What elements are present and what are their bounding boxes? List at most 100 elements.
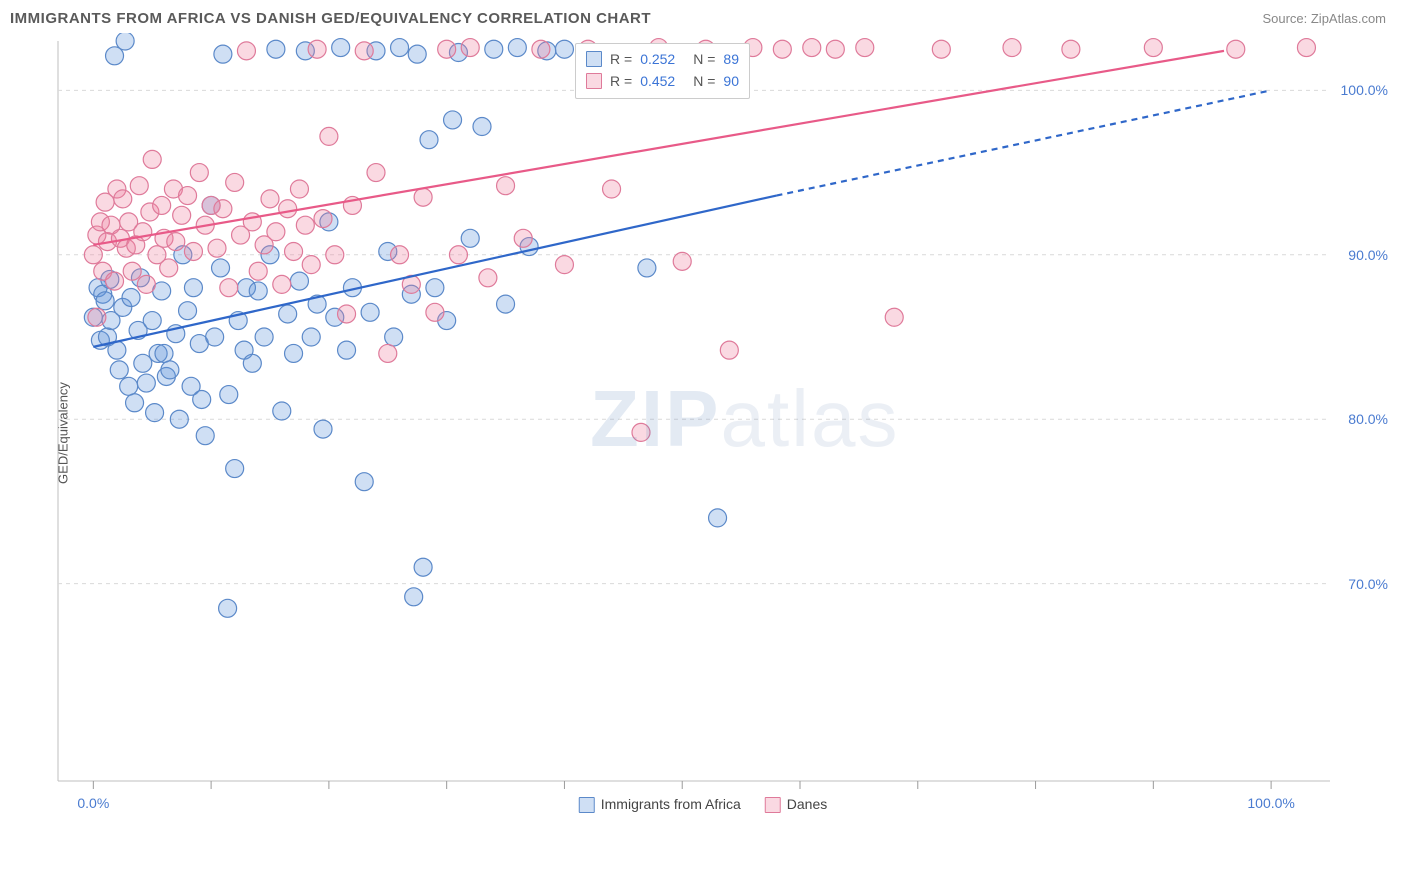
scatter-point [130,177,148,195]
scatter-point [243,354,261,372]
trend-line-dashed [776,90,1271,195]
scatter-point [126,394,144,412]
scatter-point [170,410,188,428]
scatter-point [355,42,373,60]
scatter-point [426,303,444,321]
scatter-point [497,177,515,195]
scatter-point [122,289,140,307]
scatter-point [426,279,444,297]
bottom-legend: Immigrants from Africa Danes [579,796,828,813]
scatter-point [479,269,497,287]
legend-r-value: 0.252 [640,48,675,70]
scatter-point [160,259,178,277]
scatter-point [414,558,432,576]
y-tick-label: 70.0% [1348,576,1388,592]
scatter-point [114,190,132,208]
scatter-point [420,131,438,149]
legend-swatch [586,73,602,89]
scatter-point [361,303,379,321]
scatter-point [273,402,291,420]
scatter-point [603,180,621,198]
bottom-legend-item: Immigrants from Africa [579,796,741,813]
scatter-point [391,246,409,264]
scatter-point [134,354,152,372]
scatter-point [296,216,314,234]
scatter-point [184,279,202,297]
scatter-point [219,599,237,617]
scatter-point [120,377,138,395]
scatter-point [161,361,179,379]
chart-container: GED/Equivalency ZIPatlas R =0.252N =89R … [10,33,1396,833]
scatter-point [206,328,224,346]
scatter-point [461,39,479,57]
scatter-point [237,42,255,60]
scatter-point [285,344,303,362]
scatter-point [449,246,467,264]
scatter-point [1297,39,1315,57]
scatter-point [773,40,791,58]
scatter-point [326,246,344,264]
bottom-legend-item: Danes [765,796,827,813]
scatter-point [405,588,423,606]
scatter-point [391,39,409,57]
x-tick-label: 100.0% [1247,795,1294,811]
scatter-point [555,256,573,274]
scatter-point [96,292,114,310]
scatter-point [514,229,532,247]
bottom-legend-label: Immigrants from Africa [601,796,741,812]
scatter-point [212,259,230,277]
scatter-point [308,40,326,58]
scatter-point [720,341,738,359]
scatter-point [803,39,821,57]
scatter-point [461,229,479,247]
legend-stat-row: R =0.452N =90 [586,70,739,92]
scatter-point [444,111,462,129]
scatter-point [826,40,844,58]
scatter-point [508,39,526,57]
scatter-point [143,150,161,168]
legend-swatch [586,51,602,67]
scatter-point [1003,39,1021,57]
scatter-point [190,164,208,182]
scatter-point [485,40,503,58]
scatter-point [1144,39,1162,57]
scatter-point [226,460,244,478]
scatter-point [146,404,164,422]
scatter-point [932,40,950,58]
legend-n-value: 89 [723,48,739,70]
legend-swatch [579,797,595,813]
scatter-point [220,279,238,297]
scatter-point [290,180,308,198]
scatter-point [555,40,573,58]
legend-stat-row: R =0.252N =89 [586,48,739,70]
scatter-point [220,386,238,404]
y-tick-label: 100.0% [1341,82,1388,98]
y-tick-label: 80.0% [1348,411,1388,427]
scatter-point [314,420,332,438]
scatter-point [338,305,356,323]
scatter-point [408,45,426,63]
scatter-point [338,341,356,359]
scatter-point [214,200,232,218]
scatter-point [249,262,267,280]
scatter-point [532,40,550,58]
chart-header: IMMIGRANTS FROM AFRICA VS DANISH GED/EQU… [0,0,1406,33]
legend-swatch [765,797,781,813]
scatter-point [638,259,656,277]
scatter-point [143,312,161,330]
scatter-point [214,45,232,63]
scatter-point [261,190,279,208]
scatter-point [155,344,173,362]
scatter-point [355,473,373,491]
legend-r-label: R = [610,70,632,92]
scatter-point [173,206,191,224]
scatter-point [110,361,128,379]
scatter-point [179,302,197,320]
correlation-legend-box: R =0.252N =89R =0.452N =90 [575,43,750,99]
scatter-point [1227,40,1245,58]
scatter-point [414,188,432,206]
scatter-point [208,239,226,257]
scatter-point [196,427,214,445]
scatter-point [367,164,385,182]
scatter-point [497,295,515,313]
